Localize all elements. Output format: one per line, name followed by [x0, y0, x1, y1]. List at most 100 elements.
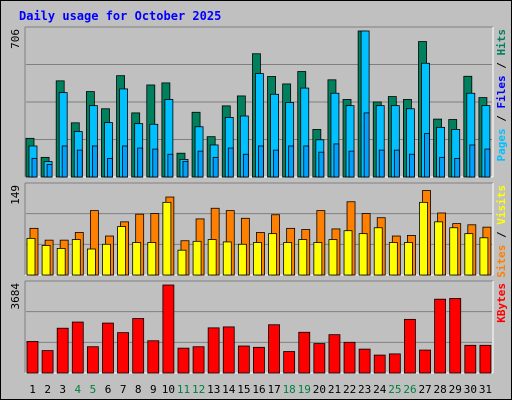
bar-pages	[31, 157, 38, 178]
bar-visits	[268, 233, 277, 276]
bar-visits	[207, 239, 217, 276]
bar-kbytes	[419, 349, 431, 374]
legend-entry: Hits	[495, 29, 508, 56]
bar-pages	[212, 156, 219, 178]
bar-kbytes	[434, 298, 447, 374]
legend-entry: Visits	[495, 185, 508, 225]
legend-separator: /	[495, 56, 508, 76]
x-tick-label: 23	[358, 383, 371, 396]
legend-entry: Files	[495, 75, 508, 108]
bar-visits	[479, 237, 489, 276]
bar-kbytes	[237, 345, 250, 374]
bar-pages	[348, 150, 355, 178]
y-max-label: 3684	[9, 283, 22, 310]
bar-visits	[343, 230, 353, 276]
bar-visits	[373, 227, 383, 276]
x-tick-label: 2	[44, 383, 51, 396]
bar-kbytes	[192, 346, 205, 374]
y-max-label: 149	[9, 185, 22, 205]
bar-pages	[439, 156, 446, 178]
bar-visits	[313, 242, 323, 276]
x-tick-label: 11	[177, 383, 190, 396]
bar-visits	[147, 242, 157, 276]
bar-pages	[409, 153, 415, 178]
bar-visits	[192, 240, 202, 276]
x-tick-label: 27	[418, 383, 431, 396]
x-tick-label: 29	[449, 383, 462, 396]
bar-pages	[303, 145, 310, 178]
bar-pages	[227, 147, 234, 178]
x-tick-label: 7	[120, 383, 127, 396]
bar-pages	[393, 149, 400, 178]
bar-pages	[424, 133, 430, 178]
bar-pages	[152, 148, 159, 178]
legend-separator: /	[495, 225, 508, 245]
bar-visits	[434, 221, 444, 276]
legend-separator: /	[495, 109, 508, 129]
bar-kbytes	[26, 341, 39, 374]
bar-pages	[197, 150, 204, 178]
bar-kbytes	[283, 351, 296, 374]
bar-pages	[454, 157, 461, 178]
bar-pages	[318, 151, 325, 178]
x-tick-label: 26	[403, 383, 416, 396]
bar-pages	[378, 149, 385, 178]
bar-kbytes	[117, 332, 129, 374]
bar-kbytes	[328, 334, 341, 374]
bar-kbytes	[343, 341, 356, 374]
bar-kbytes	[268, 324, 280, 374]
x-tick-label: 16	[252, 383, 265, 396]
x-tick-label: 19	[298, 383, 311, 396]
x-tick-label: 21	[328, 383, 341, 396]
bar-kbytes	[132, 318, 145, 374]
bar-visits	[117, 226, 126, 276]
bar-pages	[107, 157, 113, 178]
legend-text: KBytes	[495, 283, 508, 323]
bar-pages	[122, 145, 128, 178]
x-tick-label: 18	[283, 383, 296, 396]
bar-kbytes	[373, 354, 386, 374]
x-tick-label: 6	[105, 383, 112, 396]
bar-pages	[258, 145, 264, 178]
bar-kbytes	[102, 322, 114, 374]
bar-pages	[137, 147, 144, 178]
bar-kbytes	[313, 343, 326, 374]
bar-pages	[469, 144, 476, 178]
x-tick-label: 9	[150, 383, 157, 396]
x-tick-label: 5	[90, 383, 97, 396]
bar-kbytes	[86, 346, 99, 374]
bar-pages	[61, 145, 68, 178]
legend-entry: Pages	[495, 128, 508, 161]
bar-pages	[182, 161, 189, 178]
bar-visits	[358, 233, 368, 276]
legend-entry: Sites	[495, 245, 508, 278]
bar-visits	[222, 241, 232, 276]
bar-kbytes	[222, 326, 235, 374]
x-tick-label: 30	[464, 383, 477, 396]
bar-visits	[298, 239, 308, 276]
bar-visits	[162, 201, 172, 276]
bar-pages	[273, 149, 279, 178]
bar-kbytes	[253, 346, 265, 374]
bar-kbytes	[388, 353, 401, 374]
legend-entry: KBytes	[495, 283, 508, 323]
bar-visits	[404, 242, 413, 276]
bar-kbytes	[479, 344, 492, 374]
bar-pages	[46, 164, 53, 178]
bar-visits	[283, 242, 293, 276]
x-tick-label: 4	[75, 383, 82, 396]
bar-pages	[363, 112, 370, 178]
bar-kbytes	[162, 284, 175, 374]
x-tick-label: 17	[267, 383, 280, 396]
x-tick-label: 31	[479, 383, 492, 396]
bar-kbytes	[464, 344, 477, 374]
bar-visits	[41, 245, 51, 276]
bar-visits	[388, 242, 398, 276]
bar-kbytes	[404, 318, 416, 374]
bar-pages	[167, 153, 174, 178]
bar-kbytes	[298, 331, 311, 374]
bar-visits	[237, 243, 247, 276]
x-tick-label: 14	[222, 383, 236, 396]
